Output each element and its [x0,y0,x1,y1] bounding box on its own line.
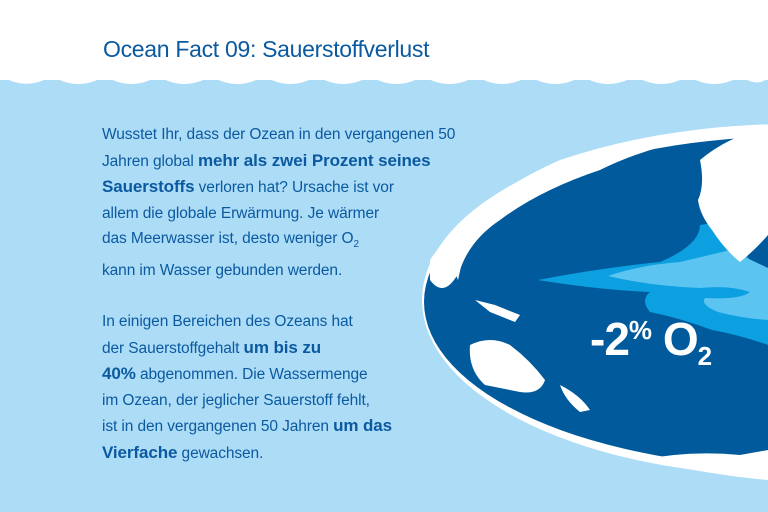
australia [469,340,545,393]
paragraph-oxygen-loss: Wusstet Ihr, dass der Ozean in den verga… [102,122,455,283]
text: kann im Wasser gebunden werden. [102,261,343,279]
highlight: um das [333,416,393,435]
highlight: um bis zu [243,337,322,357]
text: In einigen Bereichen des Ozeans hat [102,313,353,330]
text: gewachsen. [177,444,264,462]
highlight: Sauerstoffs [102,177,195,196]
badge-value: -2 [590,313,630,365]
badge-gas: O [662,313,699,365]
paragraph-regional-loss: In einigen Bereichen des Ozeans hat der … [102,309,392,466]
highlight: Vierfache [102,442,178,462]
subscript: 2 [353,239,360,251]
islands [452,250,590,412]
text: das Meerwasser ist, desto weniger O [102,230,354,247]
badge-subscript: 2 [697,341,713,372]
page-title: Ocean Fact 09: Sauerstoffverlust [103,36,430,62]
text: Wusstet Ihr, dass der Ozean in den verga… [102,126,456,143]
text: ist in den vergangenen 50 Jahren [102,418,334,435]
waves [0,0,768,84]
text: Jahren global [102,152,198,170]
highlight: mehr als zwei Prozent seines [197,150,431,170]
text: verloren hat? Ursache ist vor [194,179,394,196]
oxygen-loss-zone-inner [608,250,768,320]
oxygen-loss-badge: -2% O2 [590,312,713,372]
text: der Sauerstoffgehalt [102,339,244,357]
text: abgenommen. Die Wassermenge [135,366,368,383]
text: allem die globale Erwärmung. Je wärmer [102,204,380,222]
badge-unit: % [628,315,652,345]
north-america [698,128,768,262]
text: im Ozean, der jeglicher Sauerstoff fehlt… [102,391,370,409]
highlight: 40% [102,364,136,383]
antarctica [640,450,768,480]
globe [422,124,768,480]
